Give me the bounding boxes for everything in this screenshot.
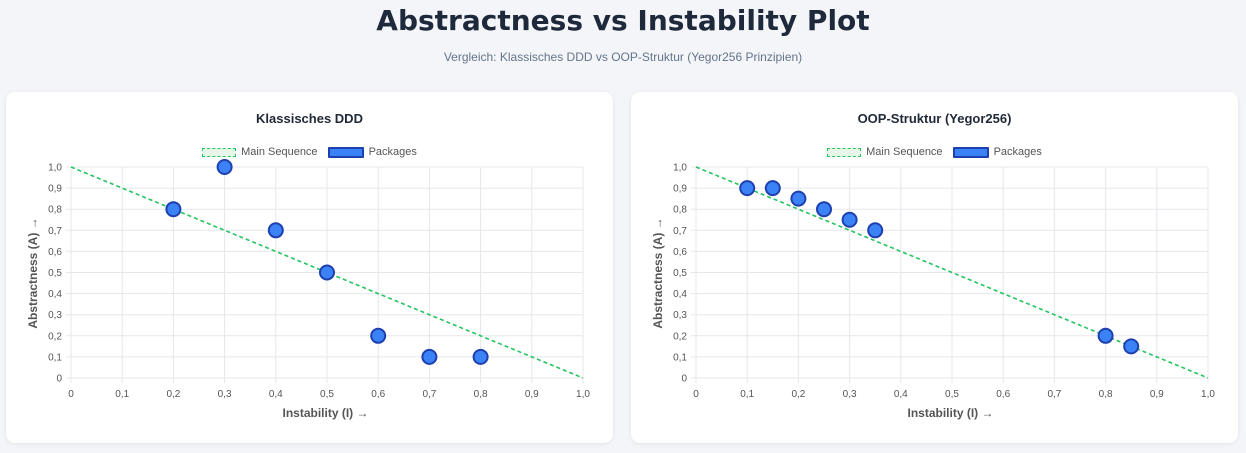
y-tick-label: 0 xyxy=(56,374,62,385)
y-tick-label: 0,7 xyxy=(673,226,687,237)
y-tick-label: 0,4 xyxy=(673,289,687,300)
y-tick-label: 0,8 xyxy=(673,205,687,216)
chart-card-ddd: Klassisches DDD Main Sequence Packages 0… xyxy=(6,92,613,443)
x-tick-label: 0 xyxy=(693,389,699,400)
y-tick-label: 0,3 xyxy=(673,310,687,321)
legend-label: Main Sequence xyxy=(241,146,318,158)
x-tick-label: 0,8 xyxy=(1099,389,1113,400)
package-point xyxy=(1123,338,1140,355)
package-point xyxy=(867,222,884,239)
x-tick-label: 0,7 xyxy=(1047,389,1061,400)
x-tick-label: 0,1 xyxy=(115,389,129,400)
x-tick-label: 0,1 xyxy=(740,389,754,400)
y-tick-label: 0,9 xyxy=(673,184,687,195)
y-tick-label: 1,0 xyxy=(673,163,687,174)
main-sequence-line xyxy=(695,166,1209,379)
chart-card-oop: OOP-Struktur (Yegor256) Main Sequence Pa… xyxy=(631,92,1238,443)
legend-label: Packages xyxy=(368,146,417,158)
x-tick-label: 1,0 xyxy=(576,389,590,400)
legend-item-packages[interactable]: Packages xyxy=(327,146,417,158)
x-tick-label: 0,8 xyxy=(474,389,488,400)
package-point xyxy=(370,327,387,344)
legend-label: Packages xyxy=(993,146,1042,158)
y-tick-label: 0,3 xyxy=(48,310,62,321)
package-point xyxy=(472,348,489,365)
y-tick-label: 0,5 xyxy=(48,268,62,279)
scatter-plot: 0 0,1 0,2 0,3 0,4 0,5 0,6 0,7 0,8 0,9 1,0 0 0,1 0,2 0,… xyxy=(673,163,1215,401)
package-point xyxy=(816,201,832,218)
y-tick-label: 0,1 xyxy=(48,352,62,363)
x-tick-label: 0,2 xyxy=(166,389,180,400)
chart-legend: Main Sequence Packages xyxy=(631,146,1238,158)
package-point xyxy=(267,222,284,239)
package-point xyxy=(421,348,438,365)
x-tick-label: 0,2 xyxy=(791,389,805,400)
y-tick-label: 0,7 xyxy=(48,226,62,237)
x-axis-title: Instability (I) → xyxy=(282,406,369,420)
y-tick-label: 1,0 xyxy=(48,163,62,174)
x-tick-label: 0,9 xyxy=(1150,389,1164,400)
page-title: Abstractness vs Instability Plot xyxy=(376,4,870,37)
package-point xyxy=(165,201,182,218)
x-tick-label: 0,4 xyxy=(894,389,908,400)
y-tick-label: 0,6 xyxy=(48,247,62,258)
package-point xyxy=(841,211,858,228)
page-subtitle: Vergleich: Klassisches DDD vs OOP-Strukt… xyxy=(443,50,803,64)
scatter-plot: 0 0,1 0,2 0,3 0,4 0,5 0,6 0,7 0,8 0,9 1,0 0 0,1 0,2 0,… xyxy=(48,159,590,400)
main-sequence-swatch xyxy=(827,147,862,157)
x-tick-label: 0,4 xyxy=(269,389,283,400)
y-tick-label: 0,2 xyxy=(673,331,687,342)
chart-legend: Main Sequence Packages xyxy=(6,146,613,158)
x-tick-label: 0 xyxy=(68,389,74,400)
y-tick-label: 0,8 xyxy=(48,205,62,216)
y-tick-label: 0,6 xyxy=(673,247,687,258)
x-tick-label: 0,6 xyxy=(996,389,1010,400)
y-tick-label: 0 xyxy=(681,374,687,385)
x-axis-title: Instability (I) → xyxy=(907,406,994,420)
y-tick-label: 0,2 xyxy=(48,331,62,342)
legend-item-main-sequence[interactable]: Main Sequence xyxy=(202,146,318,158)
y-tick-label: 0,5 xyxy=(673,268,687,279)
x-tick-label: 0,5 xyxy=(320,389,334,400)
x-tick-label: 0,6 xyxy=(371,389,385,400)
main-sequence-swatch xyxy=(202,147,237,157)
package-point xyxy=(764,180,781,197)
x-tick-label: 0,9 xyxy=(525,389,539,400)
x-tick-label: 0,3 xyxy=(843,389,857,400)
package-point xyxy=(319,264,335,281)
y-tick-label: 0,9 xyxy=(48,184,62,195)
legend-item-main-sequence[interactable]: Main Sequence xyxy=(827,146,943,158)
chart-title: Klassisches DDD xyxy=(256,111,363,126)
x-tick-label: 0,5 xyxy=(945,389,959,400)
y-tick-label: 0,4 xyxy=(48,289,62,300)
x-tick-label: 1,0 xyxy=(1201,389,1215,400)
legend-label: Main Sequence xyxy=(866,146,943,158)
legend-item-packages[interactable]: Packages xyxy=(952,146,1042,158)
x-tick-label: 0,7 xyxy=(422,389,436,400)
x-tick-label: 0,3 xyxy=(218,389,232,400)
package-point xyxy=(790,190,807,207)
packages-swatch xyxy=(327,146,364,158)
chart-title: OOP-Struktur (Yegor256) xyxy=(857,111,1012,126)
package-point xyxy=(216,159,233,175)
package-point xyxy=(739,180,756,197)
y-tick-label: 0,1 xyxy=(673,352,687,363)
package-point xyxy=(1097,327,1114,344)
packages-swatch xyxy=(952,146,989,158)
